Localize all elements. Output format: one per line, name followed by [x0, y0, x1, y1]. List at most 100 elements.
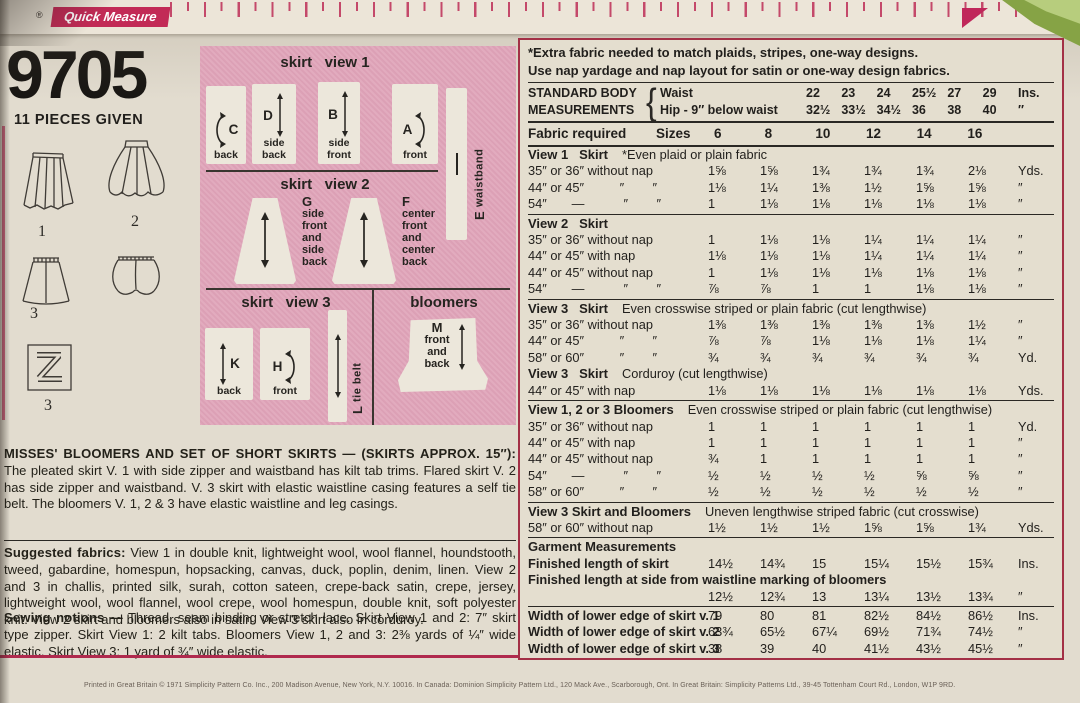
piece-G-label: G side front and side back: [302, 194, 328, 268]
fabric-required-label: Fabric required: [528, 126, 627, 141]
yardage-table-row: 58″ or 60″ without nap 1½ 1½ 1½ 1⅝ 1⅝ 1¾ Yds.: [528, 519, 1044, 535]
bloomers-sketch: [112, 256, 160, 295]
yardage-table-row: Finished length of skirt 14½ 14¾ 15 15¼ 15½ 15…: [528, 555, 1039, 571]
fold-bracket-icon: [215, 111, 226, 148]
section-divider-vertical: [372, 288, 374, 425]
yardage-table-row: View 3 Skirt and Bloomers Uneven lengthwi…: [528, 501, 1054, 520]
cutting-diagram: skirt view 1 C back D side back: [200, 46, 516, 425]
belt-sketch-label: 3: [44, 397, 52, 414]
grainline-arrow-icon: [360, 211, 368, 268]
piece-L-label: L tie belt: [350, 362, 365, 414]
section-divider: [206, 170, 438, 172]
fabric-note-1: *Extra fabric needed to match plaids, st…: [528, 45, 919, 60]
grainline-arrow-icon: [334, 334, 341, 398]
standard-body-measurements: STANDARD BODY MEASUREMENTS { Waist 22 23…: [528, 81, 1054, 123]
hip-row: Hip - 9″ below waist 32½ 33½ 34½ 36 38 4…: [660, 103, 1024, 117]
torn-edge-shadow: [0, 0, 10, 703]
yardage-table-row: 12½ 12¾ 13 13¼ 13½ 13¾ ″: [708, 588, 1023, 604]
yardage-table-panel: *Extra fabric needed to match plaids, st…: [518, 38, 1064, 660]
description-heading: MISSES' BLOOMERS AND SET OF SHORT SKIRTS…: [4, 446, 516, 461]
piece-L: [328, 310, 347, 422]
yardage-table-row: View 2 Skirt: [528, 213, 1054, 232]
piece-E-label: E waistband: [472, 148, 487, 220]
pattern-number: 9705: [6, 37, 148, 113]
sewing-notions-label: Sewing notions —: [4, 610, 123, 625]
tape-measure-ruler: ® Quick Measure: [0, 0, 1080, 34]
yardage-table-row: View 3 Skirt Even crosswise striped or pl…: [528, 298, 1054, 317]
yardage-table-row: 44″ or 45″ without nap ¾ 1 1 1 1 1 ″: [528, 451, 1023, 467]
suggested-fabrics: Suggested fabrics: View 1 in double knit…: [4, 540, 516, 629]
bloomers-title: bloomers: [410, 294, 478, 311]
view1-title: skirt view 1: [280, 54, 370, 71]
skirt-view1-sketch: [23, 152, 74, 210]
yardage-table-row: Garment Measurements: [528, 537, 1054, 555]
yardage-table-row: 54″ — ″ ″ ½ ½ ½ ½ ⅝ ⅝ ″: [528, 467, 1023, 483]
sketch-3-label: 3: [30, 305, 38, 322]
yardage-table-row: Width of lower edge of skirt v. 2 63¾ 65½ 6…: [528, 624, 1023, 640]
yardage-table-row: 44″ or 45″ with nap 1 1 1 1 1 1 ″: [528, 434, 1023, 450]
copyright-fine-print: Printed in Great Britain © 1971 Simplici…: [84, 682, 956, 689]
style-description: MISSES' BLOOMERS AND SET OF SHORT SKIRTS…: [4, 446, 516, 512]
piece-M-label: M front and back: [424, 320, 450, 370]
bottom-red-rule: [0, 655, 520, 658]
sizes-label: Sizes: [656, 126, 691, 141]
yardage-table-row: 44″ or 45″ ″ ″ ⅞ ⅞ 1⅛ 1⅛ 1⅛ 1¼ ″: [528, 333, 1023, 349]
view2-title: skirt view 2: [280, 176, 370, 193]
brace-glyph: {: [646, 81, 657, 123]
yardage-table-row: View 1, 2 or 3 Bloomers Even crosswise st…: [528, 400, 1054, 418]
tie-belt-sketch: [27, 344, 72, 391]
yardage-table-row: 35″ or 36″ without nap 1 1 1 1 1 1 Yd.: [528, 418, 1038, 434]
yardage-table-row: 54″ — ″ ″ ⅞ ⅞ 1 1 1⅛ 1⅛ ″: [528, 281, 1023, 297]
yardage-table-row: 44″ or 45″ with nap 1⅛ 1⅛ 1⅛ 1¼ 1¼ 1¼ ″: [528, 248, 1023, 264]
yardage-table-row: 35″ or 36″ without nap 1 1⅛ 1⅛ 1¼ 1¼ 1¼ ″: [528, 232, 1023, 248]
piece-C: C back: [206, 86, 246, 164]
piece-M: M front and back: [398, 318, 488, 392]
piece-E: [446, 88, 467, 240]
yardage-table-row: 58″ or 60″ ″ ″ ¾ ¾ ¾ ¾ ¾ ¾ Yd.: [528, 349, 1038, 365]
sewing-notions: Sewing notions — Thread, seam binding or…: [4, 610, 516, 659]
yardage-table-row: 58″ or 60″ ″ ″ ½ ½ ½ ½ ½ ½ ″: [528, 484, 1023, 500]
measurements-label: STANDARD BODY MEASUREMENTS: [528, 86, 637, 117]
yardage-table-row: Width of lower edge of skirt v. 3 38 39 40 4…: [528, 640, 1023, 656]
ruler-end-arrow-icon: [962, 8, 988, 28]
grainline-arrow-icon: [459, 324, 465, 370]
pieces-given-label: 11 PIECES GIVEN: [14, 112, 144, 128]
piece-F-label: F center front and center back: [402, 194, 436, 268]
suggested-fabrics-label: Suggested fabrics:: [4, 545, 126, 560]
registered-symbol: ®: [36, 10, 43, 20]
ruler-major-ticks: [170, 2, 1080, 17]
grainline-arrow-icon: [220, 342, 227, 385]
measurements-rows: Waist 22 23 24 25½ 27 29 Ins. Hip - 9″ b…: [660, 85, 1054, 119]
yardage-table-row: Finished length at side from waistline m…: [528, 572, 887, 588]
piece-K: K back: [205, 328, 253, 400]
yardage-table-row: 44″ or 45″ without nap 1 1⅛ 1⅛ 1⅛ 1⅛ 1⅛ ″: [528, 264, 1023, 280]
piece-B: B side front: [318, 82, 360, 164]
yardage-table-row: 35″ or 36″ without nap 1⅝ 1⅝ 1¾ 1¾ 1¾ 2⅛ Yds.: [528, 163, 1044, 179]
yardage-table-row: 54″ — ″ ″ 1 1⅛ 1⅛ 1⅛ 1⅛ 1⅛ ″: [528, 196, 1023, 212]
yardage-table-row: 44″ or 45″ with nap 1⅛ 1⅛ 1⅛ 1⅛ 1⅛ 1⅛ Yds.: [528, 382, 1044, 398]
yardage-table-row: 35″ or 36″ without nap 1⅜ 1⅜ 1⅜ 1⅜ 1⅜ 1½ ″: [528, 317, 1023, 333]
yardage-table-row: 44″ or 45″ ″ ″ 1⅛ 1¼ 1⅜ 1½ 1⅝ 1⅝ ″: [528, 179, 1023, 195]
grainline-arrow-icon: [276, 93, 283, 137]
view3-title: skirt view 3: [241, 294, 331, 311]
waist-row: Waist 22 23 24 25½ 27 29 Ins.: [660, 86, 1040, 100]
fold-bracket-icon: [285, 349, 296, 384]
piece-D: D side back: [252, 84, 296, 164]
piece-F: [332, 198, 396, 284]
section-divider: [206, 288, 510, 290]
fabric-note-2: Use nap yardage and nap layout for satin…: [528, 63, 950, 78]
sketch-2-label: 2: [131, 213, 139, 230]
yardage-table-row: Width of lower edge of skirt v. 1 79 80 81 8…: [528, 605, 1054, 624]
grainline-arrow-icon: [261, 211, 269, 268]
fold-bracket-icon: [415, 111, 426, 148]
piece-G: [234, 198, 296, 284]
piece-H: H front: [260, 328, 310, 400]
piece-A: A front: [392, 84, 438, 164]
skirt-view3-sketch: [22, 257, 70, 305]
yardage-table-row: View 3 Skirt Corduroy (cut lengthwise): [528, 366, 768, 382]
grainline-arrow-icon: [341, 91, 348, 137]
yardage-table-row: View 1 Skirt *Even plaid or plain fabric: [528, 147, 768, 162]
corner-shadow: [0, 0, 150, 46]
sketch-1-label: 1: [38, 223, 46, 240]
